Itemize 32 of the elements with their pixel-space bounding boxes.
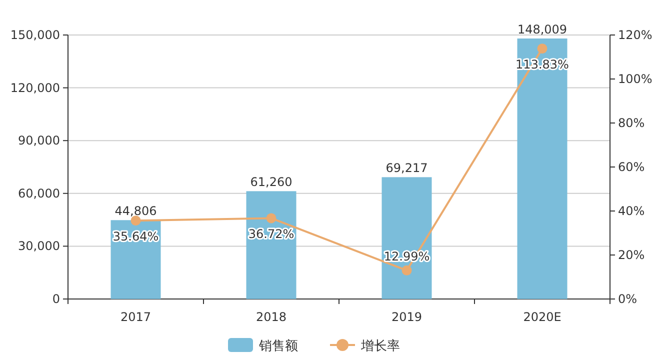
y2-tick-label: 80%: [618, 116, 645, 130]
y2-tick-label: 0%: [618, 292, 638, 306]
legend-label: 销售额: [258, 339, 298, 354]
x-tick-label: 2018: [256, 310, 287, 324]
point: [130, 216, 141, 226]
y-tick-label: 150,000: [10, 28, 60, 42]
bar: [382, 177, 432, 299]
data-label: 35.64%: [112, 230, 159, 244]
x-tick-label: 2020E: [523, 310, 562, 324]
data-label: 69,217: [386, 161, 428, 176]
point: [537, 44, 548, 54]
y2-tick-label: 120%: [618, 28, 652, 42]
bar: [246, 191, 296, 299]
data-label: 36.72%: [248, 227, 294, 242]
data-label: 61,260: [250, 175, 292, 190]
y2-tick-label: 100%: [618, 72, 652, 86]
y2-tick-label: 40%: [618, 204, 645, 218]
point: [266, 213, 276, 224]
data-label: 44,806: [114, 204, 157, 218]
y-tick-label: 120,000: [10, 80, 60, 95]
bar: [517, 38, 568, 299]
y-tick-label: 60,000: [18, 186, 60, 200]
y2-tick-label: 60%: [618, 160, 645, 174]
y2-tick-label: 20%: [618, 248, 645, 262]
x-tick-label: 2019: [391, 310, 422, 324]
y-tick-label: 90,000: [18, 134, 60, 148]
point: [402, 265, 412, 276]
data-label: 148,009: [517, 22, 568, 37]
legend-label: 增长率: [360, 338, 400, 354]
y-tick-label: 30,000: [18, 239, 60, 254]
y-tick-label: 0: [52, 292, 60, 306]
x-tick-label: 2017: [120, 310, 152, 324]
